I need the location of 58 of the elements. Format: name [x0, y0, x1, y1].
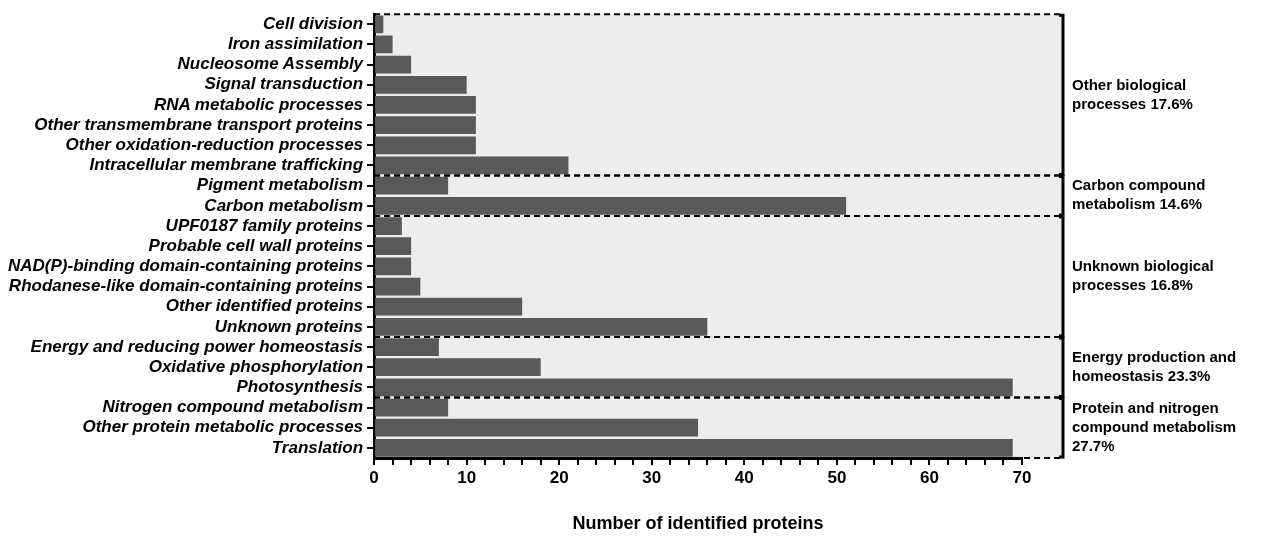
- x-tick-label: 70: [1012, 467, 1032, 487]
- bar: [375, 156, 569, 175]
- bar: [375, 398, 449, 417]
- bar: [375, 96, 476, 114]
- y-tick-label: Cell division: [262, 13, 364, 33]
- bar: [375, 277, 421, 296]
- bar: [375, 75, 467, 94]
- x-tick-label: 0: [369, 467, 379, 487]
- band-label: Carbon compound metabolism 14.6%: [1072, 176, 1206, 213]
- x-tick-label: 30: [642, 467, 662, 487]
- y-tick-label: Probable cell wall proteins: [148, 235, 364, 255]
- bar: [375, 358, 541, 377]
- bar: [375, 116, 476, 135]
- y-tick-label: Nitrogen compound metabolism: [102, 397, 364, 417]
- y-tick-label: Translation: [271, 437, 364, 457]
- bar: [375, 297, 523, 316]
- bar: [375, 217, 402, 235]
- bar: [375, 237, 412, 256]
- y-tick-label: UPF0187 family proteins: [165, 215, 364, 235]
- y-tick-label: Other oxidation-reduction processes: [65, 135, 364, 155]
- x-tick-label: 60: [919, 467, 939, 487]
- bar: [375, 136, 476, 155]
- band-label: Energy production and homeostasis 23.3%: [1072, 347, 1237, 384]
- x-tick-label: 40: [734, 467, 754, 487]
- bar: [375, 55, 412, 74]
- y-tick-label: Intracellular membrane trafficking: [89, 155, 364, 175]
- y-tick-label: Other protein metabolic processes: [82, 417, 364, 437]
- y-tick-label: Pigment metabolism: [196, 175, 364, 195]
- bar: [375, 338, 439, 356]
- y-tick-label: Rhodanese-like domain-containing proteins: [8, 276, 364, 296]
- band-label: Unknown biological processes 16.8%: [1072, 257, 1214, 294]
- x-axis-title: Number of identified proteins: [572, 513, 824, 534]
- bar: [375, 176, 449, 195]
- bar: [375, 378, 1013, 397]
- bar: [375, 318, 708, 336]
- y-tick-label: Unknown proteins: [214, 316, 364, 336]
- y-tick-label: Carbon metabolism: [204, 195, 364, 215]
- y-tick-label: NAD(P)-binding domain-containing proteins: [8, 256, 364, 276]
- band-label: Other biological processes 17.6%: [1072, 75, 1193, 112]
- y-tick-label: Energy and reducing power homeostasis: [30, 336, 364, 356]
- y-tick-label: Signal transduction: [204, 74, 364, 94]
- y-tick-label: Oxidative phosphorylation: [148, 356, 364, 376]
- bar: [375, 257, 412, 276]
- x-tick-label: 20: [549, 467, 569, 487]
- y-tick-label: RNA metabolic processes: [153, 94, 364, 114]
- band-label: Protein and nitrogen compound metabolism 27.7%: [1072, 398, 1237, 454]
- bar: [375, 196, 847, 215]
- y-tick-label: Photosynthesis: [236, 377, 364, 397]
- bar: [375, 418, 699, 437]
- y-tick-label: Other identified proteins: [165, 296, 364, 316]
- bar: [375, 439, 1013, 457]
- y-tick-label: Iron assimilation: [227, 34, 364, 54]
- bar: [375, 35, 393, 54]
- y-tick-label: Other transmembrane transport proteins: [34, 114, 364, 134]
- bar: [375, 15, 384, 34]
- x-tick-label: 10: [457, 467, 477, 487]
- y-tick-label: Nucleosome Assembly: [177, 54, 365, 74]
- x-tick-label: 50: [827, 467, 847, 487]
